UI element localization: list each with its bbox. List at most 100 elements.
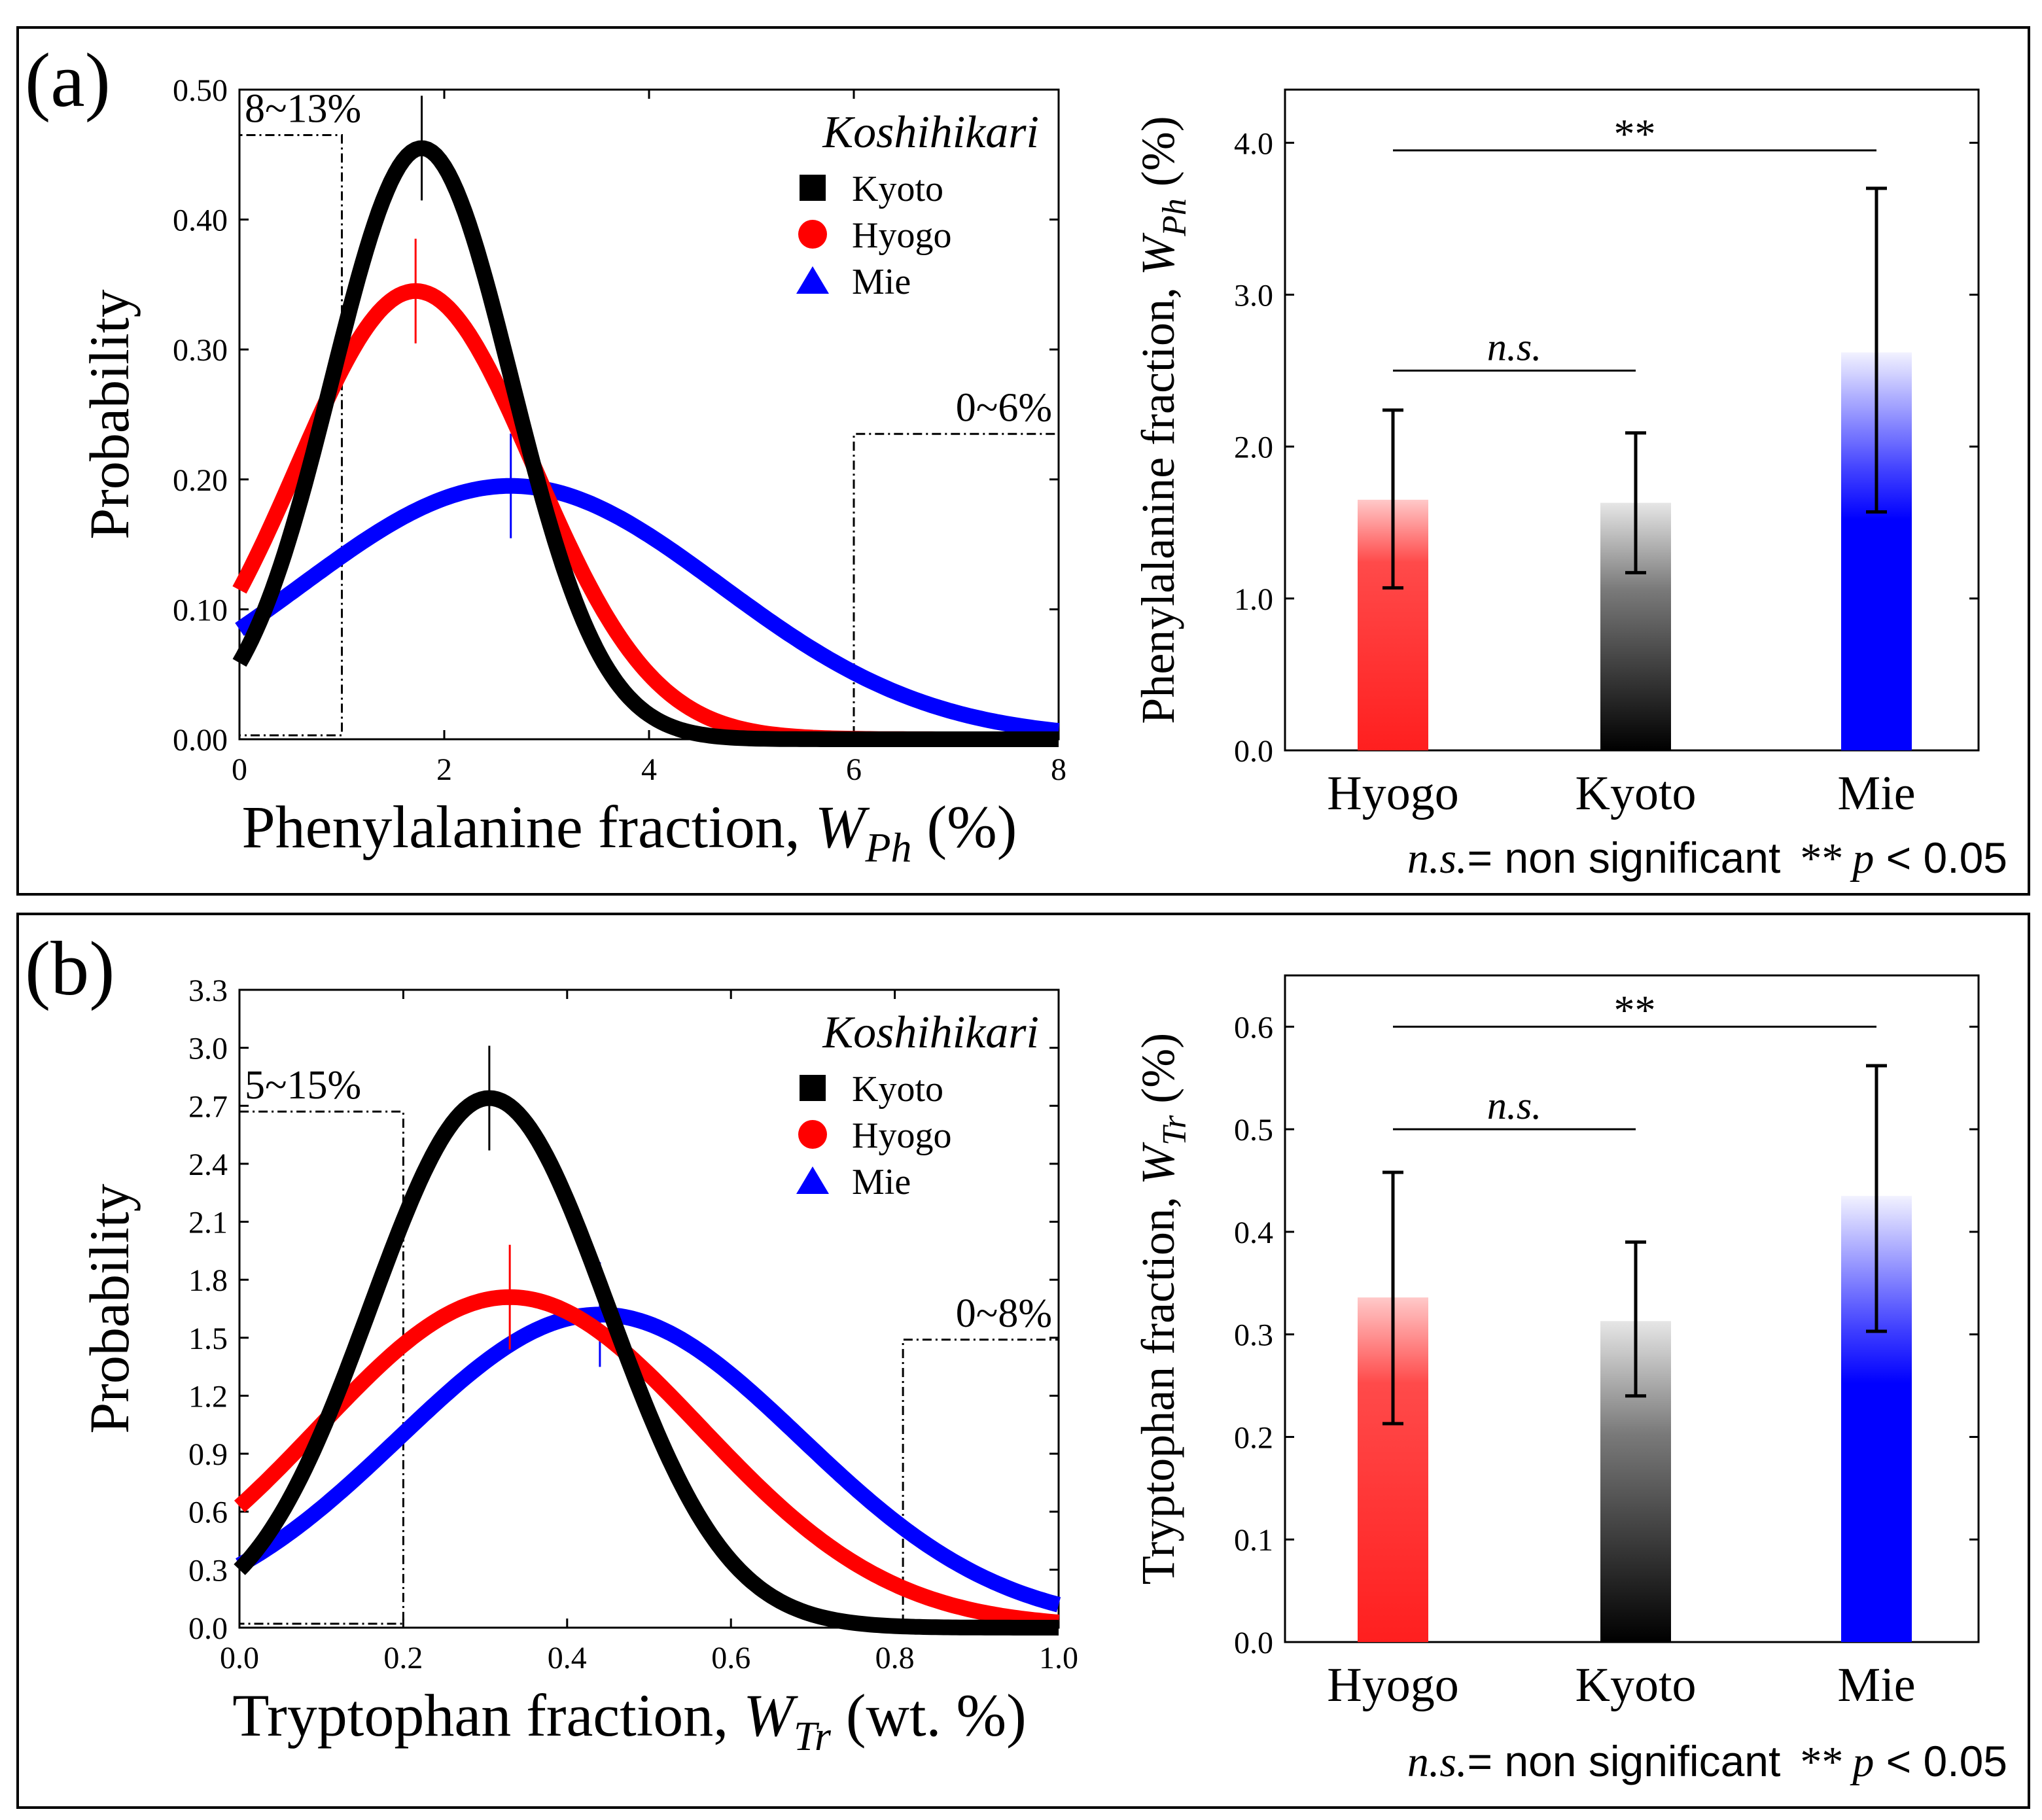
- legend-marker-mie: [796, 266, 829, 294]
- x-tick-label: 0.6: [711, 1641, 750, 1675]
- series-mie: [235, 433, 1063, 739]
- legend-marker-kyoto: [800, 175, 826, 201]
- x-tick-label: 0.8: [875, 1641, 915, 1675]
- x-tick-label: 1.0: [1039, 1641, 1078, 1675]
- curve-kyoto: [232, 140, 1063, 747]
- curve-mie: [236, 1306, 1063, 1613]
- y-tick-label: 0.50: [173, 73, 228, 108]
- x-tick-label: 2: [436, 752, 452, 787]
- legend-marker-mie: [796, 1166, 829, 1194]
- y-tick-label: 0.6: [1234, 1010, 1273, 1045]
- x-tick-label: 6: [846, 752, 862, 787]
- category-label: Kyoto: [1576, 1658, 1697, 1712]
- y-tick-label: 1.5: [188, 1321, 228, 1356]
- y-tick-label: 3.3: [188, 973, 228, 1008]
- x-tick-label: 8: [1051, 752, 1066, 787]
- panel-frame: [16, 913, 2030, 1809]
- x-axis-label: Phenylalanine fraction, WPh (%): [242, 794, 1017, 871]
- x-axis-label: Tryptophan fraction, WTr (wt. %): [232, 1682, 1027, 1759]
- range-label: 0~8%: [956, 1291, 1052, 1336]
- legend: Kyoto Hyogo Mie: [796, 1069, 951, 1202]
- y-tick-label: 0.20: [173, 463, 228, 498]
- curve-hyogo: [232, 283, 1063, 747]
- y-tick-label: 2.4: [188, 1147, 228, 1182]
- significance-note: n.s.= non significant ** p < 0.05: [1407, 1737, 2007, 1786]
- category-label: Hyogo: [1327, 767, 1458, 820]
- y-tick-label: 0.0: [1234, 1626, 1273, 1660]
- category-label: Mie: [1837, 1658, 1915, 1712]
- legend-label: Mie: [852, 1162, 911, 1202]
- error-bar: [1625, 1240, 1646, 1398]
- curve-kyoto: [234, 1090, 1063, 1636]
- y-tick-label: 3.0: [188, 1032, 228, 1066]
- ns-label: n.s.: [1487, 1084, 1541, 1127]
- panel-frame: [16, 26, 2030, 896]
- plot-frame: [238, 989, 1060, 1629]
- ns-label: n.s.: [1487, 326, 1541, 369]
- y-tick-label: 0.0: [188, 1611, 228, 1646]
- range-label: 5~15%: [245, 1063, 361, 1108]
- category-label: Kyoto: [1576, 767, 1697, 820]
- significance-stars: **: [1614, 987, 1656, 1033]
- y-tick-label: 0.00: [173, 723, 228, 758]
- bar-chart: 0.0 0.1 0.2 0.3 0.4 0.5 0.6 Hyogo Kyoto Mie ** n.s.…: [1132, 974, 2007, 1786]
- curve-hyogo: [234, 1289, 1063, 1630]
- distribution-plot: 0.0 0.3 0.6 0.9 1.2 1.5 1.8 2.1 2.4 2.7 3.0 3.3 0.0 0…: [78, 973, 1078, 1759]
- significance-stars: **: [1614, 111, 1656, 157]
- x-tick-label: 0.0: [220, 1641, 259, 1675]
- y-tick-label: 0.10: [173, 593, 228, 627]
- bar-chart: 0.0 1.0 2.0 3.0 4.0 Hyogo Kyoto Mie ** n.s. Phenyl…: [1132, 88, 2007, 883]
- distribution-plot: 0.00 0.10 0.20 0.30 0.40 0.50 0 2 4 6 8 8~13% 0~6% Ko…: [78, 73, 1066, 871]
- curve-mie: [235, 478, 1063, 739]
- category-label: Mie: [1837, 767, 1915, 820]
- y-axis-label: Phenylalanine fraction, WPh (%): [1132, 116, 1193, 724]
- y-axis-label: Probability: [78, 1183, 141, 1433]
- x-tick-label: 0.2: [383, 1641, 423, 1675]
- x-tick-label: 0: [232, 752, 247, 787]
- x-tick-label: 0.4: [548, 1641, 587, 1675]
- cultivar-label: Koshihikari: [822, 107, 1039, 158]
- y-tick-label: 1.8: [188, 1263, 228, 1298]
- significance-note: n.s.= non significant ** p < 0.05: [1407, 833, 2007, 883]
- error-bar: [1866, 186, 1887, 514]
- panel-label: (a): [25, 37, 111, 123]
- y-tick-label: 0.5: [1234, 1113, 1273, 1147]
- error-bar: [1866, 1064, 1887, 1333]
- y-tick-label: 2.0: [1234, 430, 1273, 465]
- legend: Kyoto Hyogo Mie: [796, 169, 951, 302]
- legend-marker-hyogo: [798, 1120, 827, 1149]
- range-box: [902, 1339, 1060, 1625]
- legend-label: Kyoto: [852, 1069, 943, 1110]
- series-hyogo: [234, 1244, 1063, 1630]
- y-tick-label: 0.9: [188, 1437, 228, 1472]
- range-box: [238, 134, 343, 737]
- y-tick-label: 1.0: [1234, 582, 1273, 617]
- error-bar: [1625, 431, 1646, 574]
- error-bar: [1382, 1170, 1403, 1426]
- y-tick-label: 0.4: [1234, 1216, 1273, 1250]
- range-label: 0~6%: [956, 385, 1052, 430]
- cultivar-label: Koshihikari: [822, 1007, 1039, 1058]
- y-tick-label: 1.2: [188, 1379, 228, 1414]
- error-bar: [1382, 408, 1403, 590]
- series-kyoto: [232, 96, 1063, 747]
- y-tick-label: 0.2: [1234, 1420, 1273, 1455]
- panel-a: (a) 0.00 0.10 0.20 0.30 0.40 0.50 0 2 4 6 8 8~13% 0~6…: [16, 26, 2030, 896]
- y-axis-label: Probability: [78, 289, 141, 539]
- y-tick-label: 3.0: [1234, 278, 1273, 313]
- panel-b: (b)0.00.30.60.91.21.51.82.12.42.73.03.30…: [16, 913, 2030, 1809]
- series-hyogo: [232, 238, 1063, 747]
- category-label: Hyogo: [1327, 1658, 1458, 1712]
- y-tick-label: 2.7: [188, 1089, 228, 1124]
- y-tick-label: 0.40: [173, 203, 228, 238]
- range-label: 8~13%: [245, 87, 361, 131]
- y-tick-label: 0.6: [188, 1496, 228, 1530]
- y-tick-label: 0.3: [1234, 1318, 1273, 1353]
- legend-marker-hyogo: [798, 220, 827, 249]
- legend-marker-kyoto: [800, 1075, 826, 1101]
- legend-label: Kyoto: [852, 169, 943, 209]
- y-tick-label: 0.0: [1234, 734, 1273, 769]
- y-tick-label: 0.1: [1234, 1523, 1273, 1558]
- legend-label: Hyogo: [852, 1115, 951, 1156]
- y-tick-label: 2.1: [188, 1206, 228, 1240]
